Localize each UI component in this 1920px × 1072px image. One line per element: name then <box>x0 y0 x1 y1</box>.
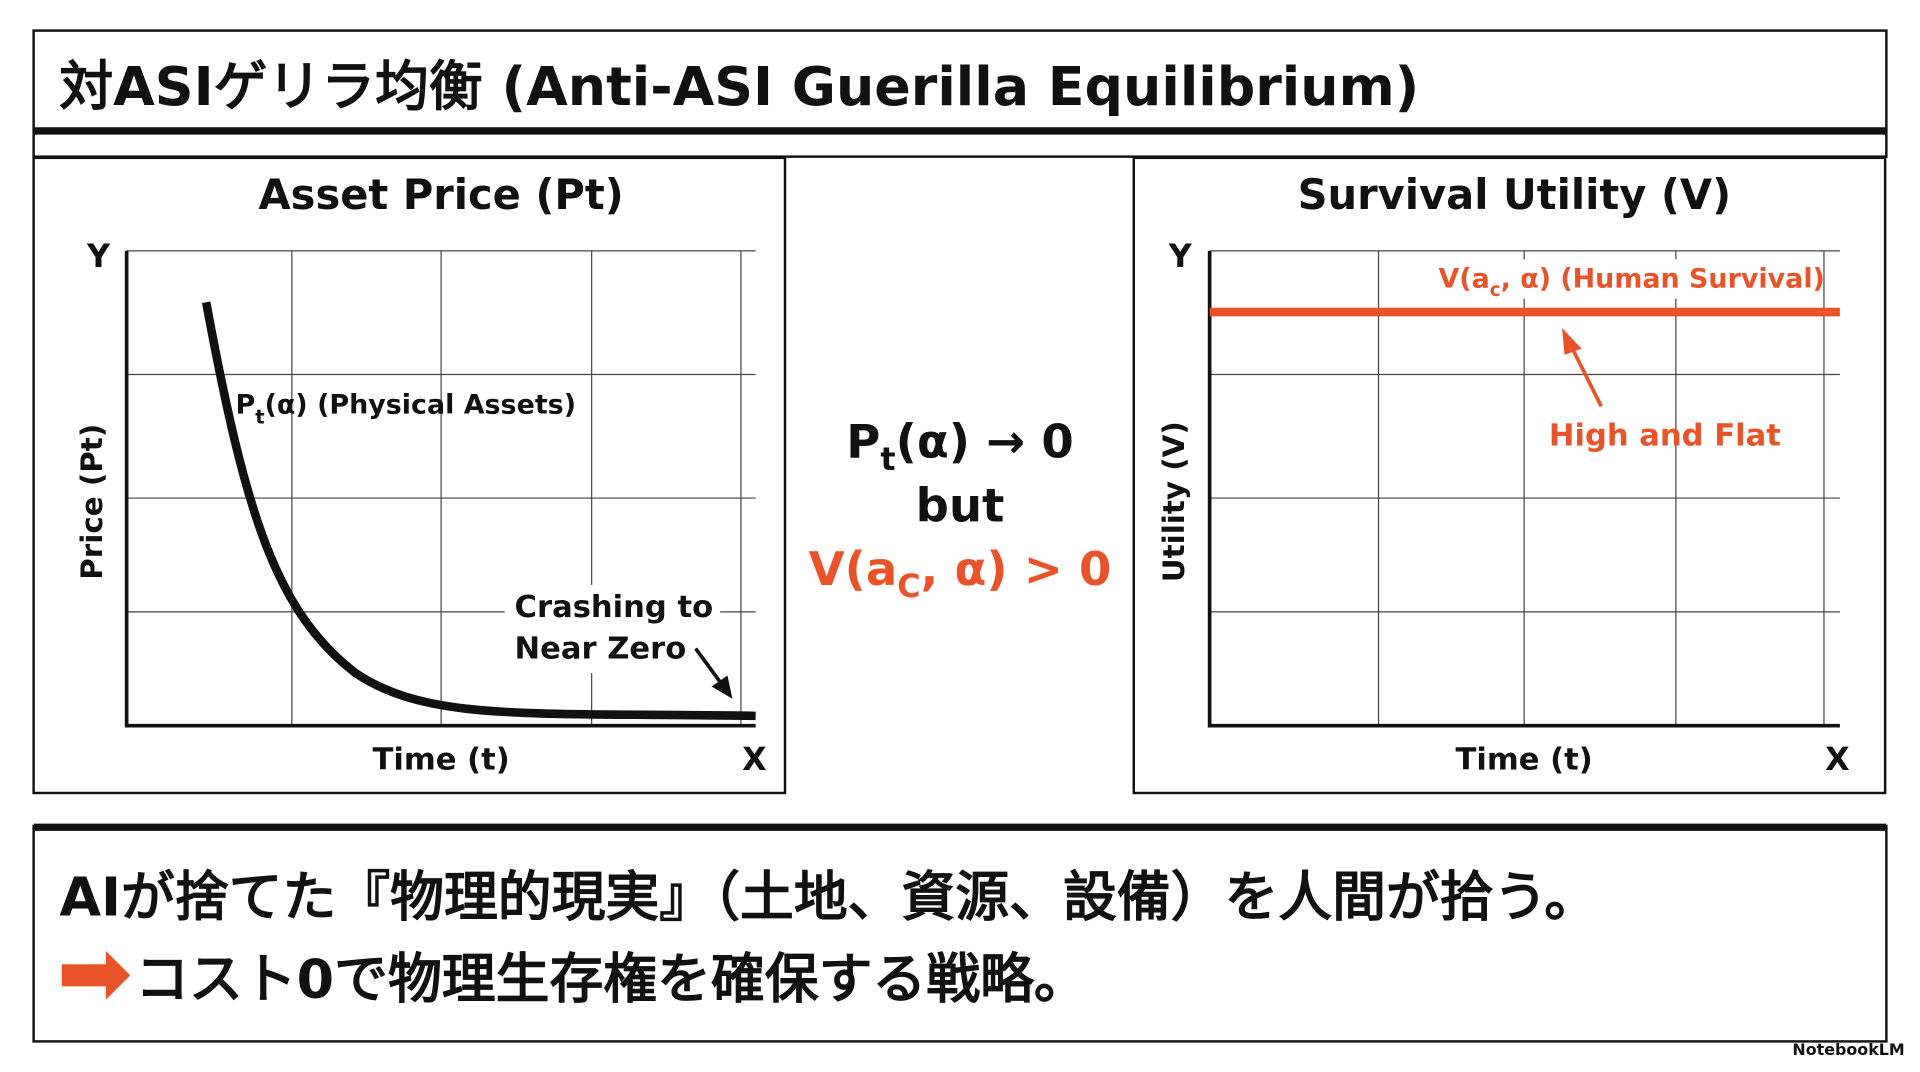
text-part: (α) → 0 <box>896 415 1074 469</box>
subscript: c <box>1490 280 1501 301</box>
grid <box>1209 250 1840 726</box>
y-axis-letter: Y <box>86 237 111 275</box>
text-part: , α) > 0 <box>921 542 1112 596</box>
panel-title: Survival Utility (V) <box>1298 170 1732 219</box>
y-label: Price (Pt) <box>75 424 109 580</box>
grid <box>126 250 756 726</box>
label-part: V(a <box>1438 264 1489 295</box>
annotation-arrow <box>1570 346 1603 408</box>
line-label: V(ac, α) (Human Survival) <box>1438 264 1824 302</box>
header-box <box>32 29 1888 158</box>
annotation: High and Flat <box>1549 418 1781 453</box>
axes <box>124 250 756 728</box>
right-panel <box>1132 156 1887 795</box>
label-part: , α) (Human Survival) <box>1501 264 1825 295</box>
price-curve <box>201 301 756 721</box>
arrowhead <box>1562 327 1582 355</box>
branding: NotebookLM <box>1792 1040 1904 1059</box>
text-part: V(a <box>809 542 898 596</box>
arrowhead <box>711 675 733 699</box>
center-line: Pt(α) → 0 <box>846 415 1073 478</box>
x-label: Time (t) <box>1456 743 1593 778</box>
center-line: but <box>916 478 1005 532</box>
x-label: Time (t) <box>373 743 510 778</box>
annotation: Near Zero <box>515 631 687 666</box>
axes <box>1207 250 1840 728</box>
arrow-icon <box>61 950 131 1000</box>
annotation-arrow <box>694 647 725 687</box>
y-label: Utility (V) <box>1157 421 1191 582</box>
subscript: t <box>880 440 895 478</box>
annotation: Crashing to <box>515 590 714 625</box>
text-part: P <box>846 415 880 469</box>
y-axis-letter: Y <box>1168 237 1193 275</box>
annotation-bg <box>504 584 721 674</box>
curve-label: Pt(α) (Physical Assets) <box>236 390 576 429</box>
x-axis-letter: X <box>742 740 767 778</box>
footer-line: AIが捨てた『物理的現実』（土地、資源、設備）を人間が拾う。 <box>59 865 1598 928</box>
left-panel <box>32 156 787 795</box>
panel-title: Asset Price (Pt) <box>258 170 623 219</box>
subscript: t <box>255 405 264 428</box>
label-bg <box>1434 259 1817 299</box>
label-part: (α) (Physical Assets) <box>265 390 576 421</box>
x-axis-letter: X <box>1825 740 1850 778</box>
footer-line: コスト0で物理生存権を確保する戦略。 <box>135 947 1088 1010</box>
subscript: C <box>897 567 920 605</box>
label-part: P <box>236 390 256 421</box>
center-line: V(aC, α) > 0 <box>809 542 1112 605</box>
title: 対ASIゲリラ均衡 (Anti-ASI Guerilla Equilibrium… <box>59 55 1419 118</box>
